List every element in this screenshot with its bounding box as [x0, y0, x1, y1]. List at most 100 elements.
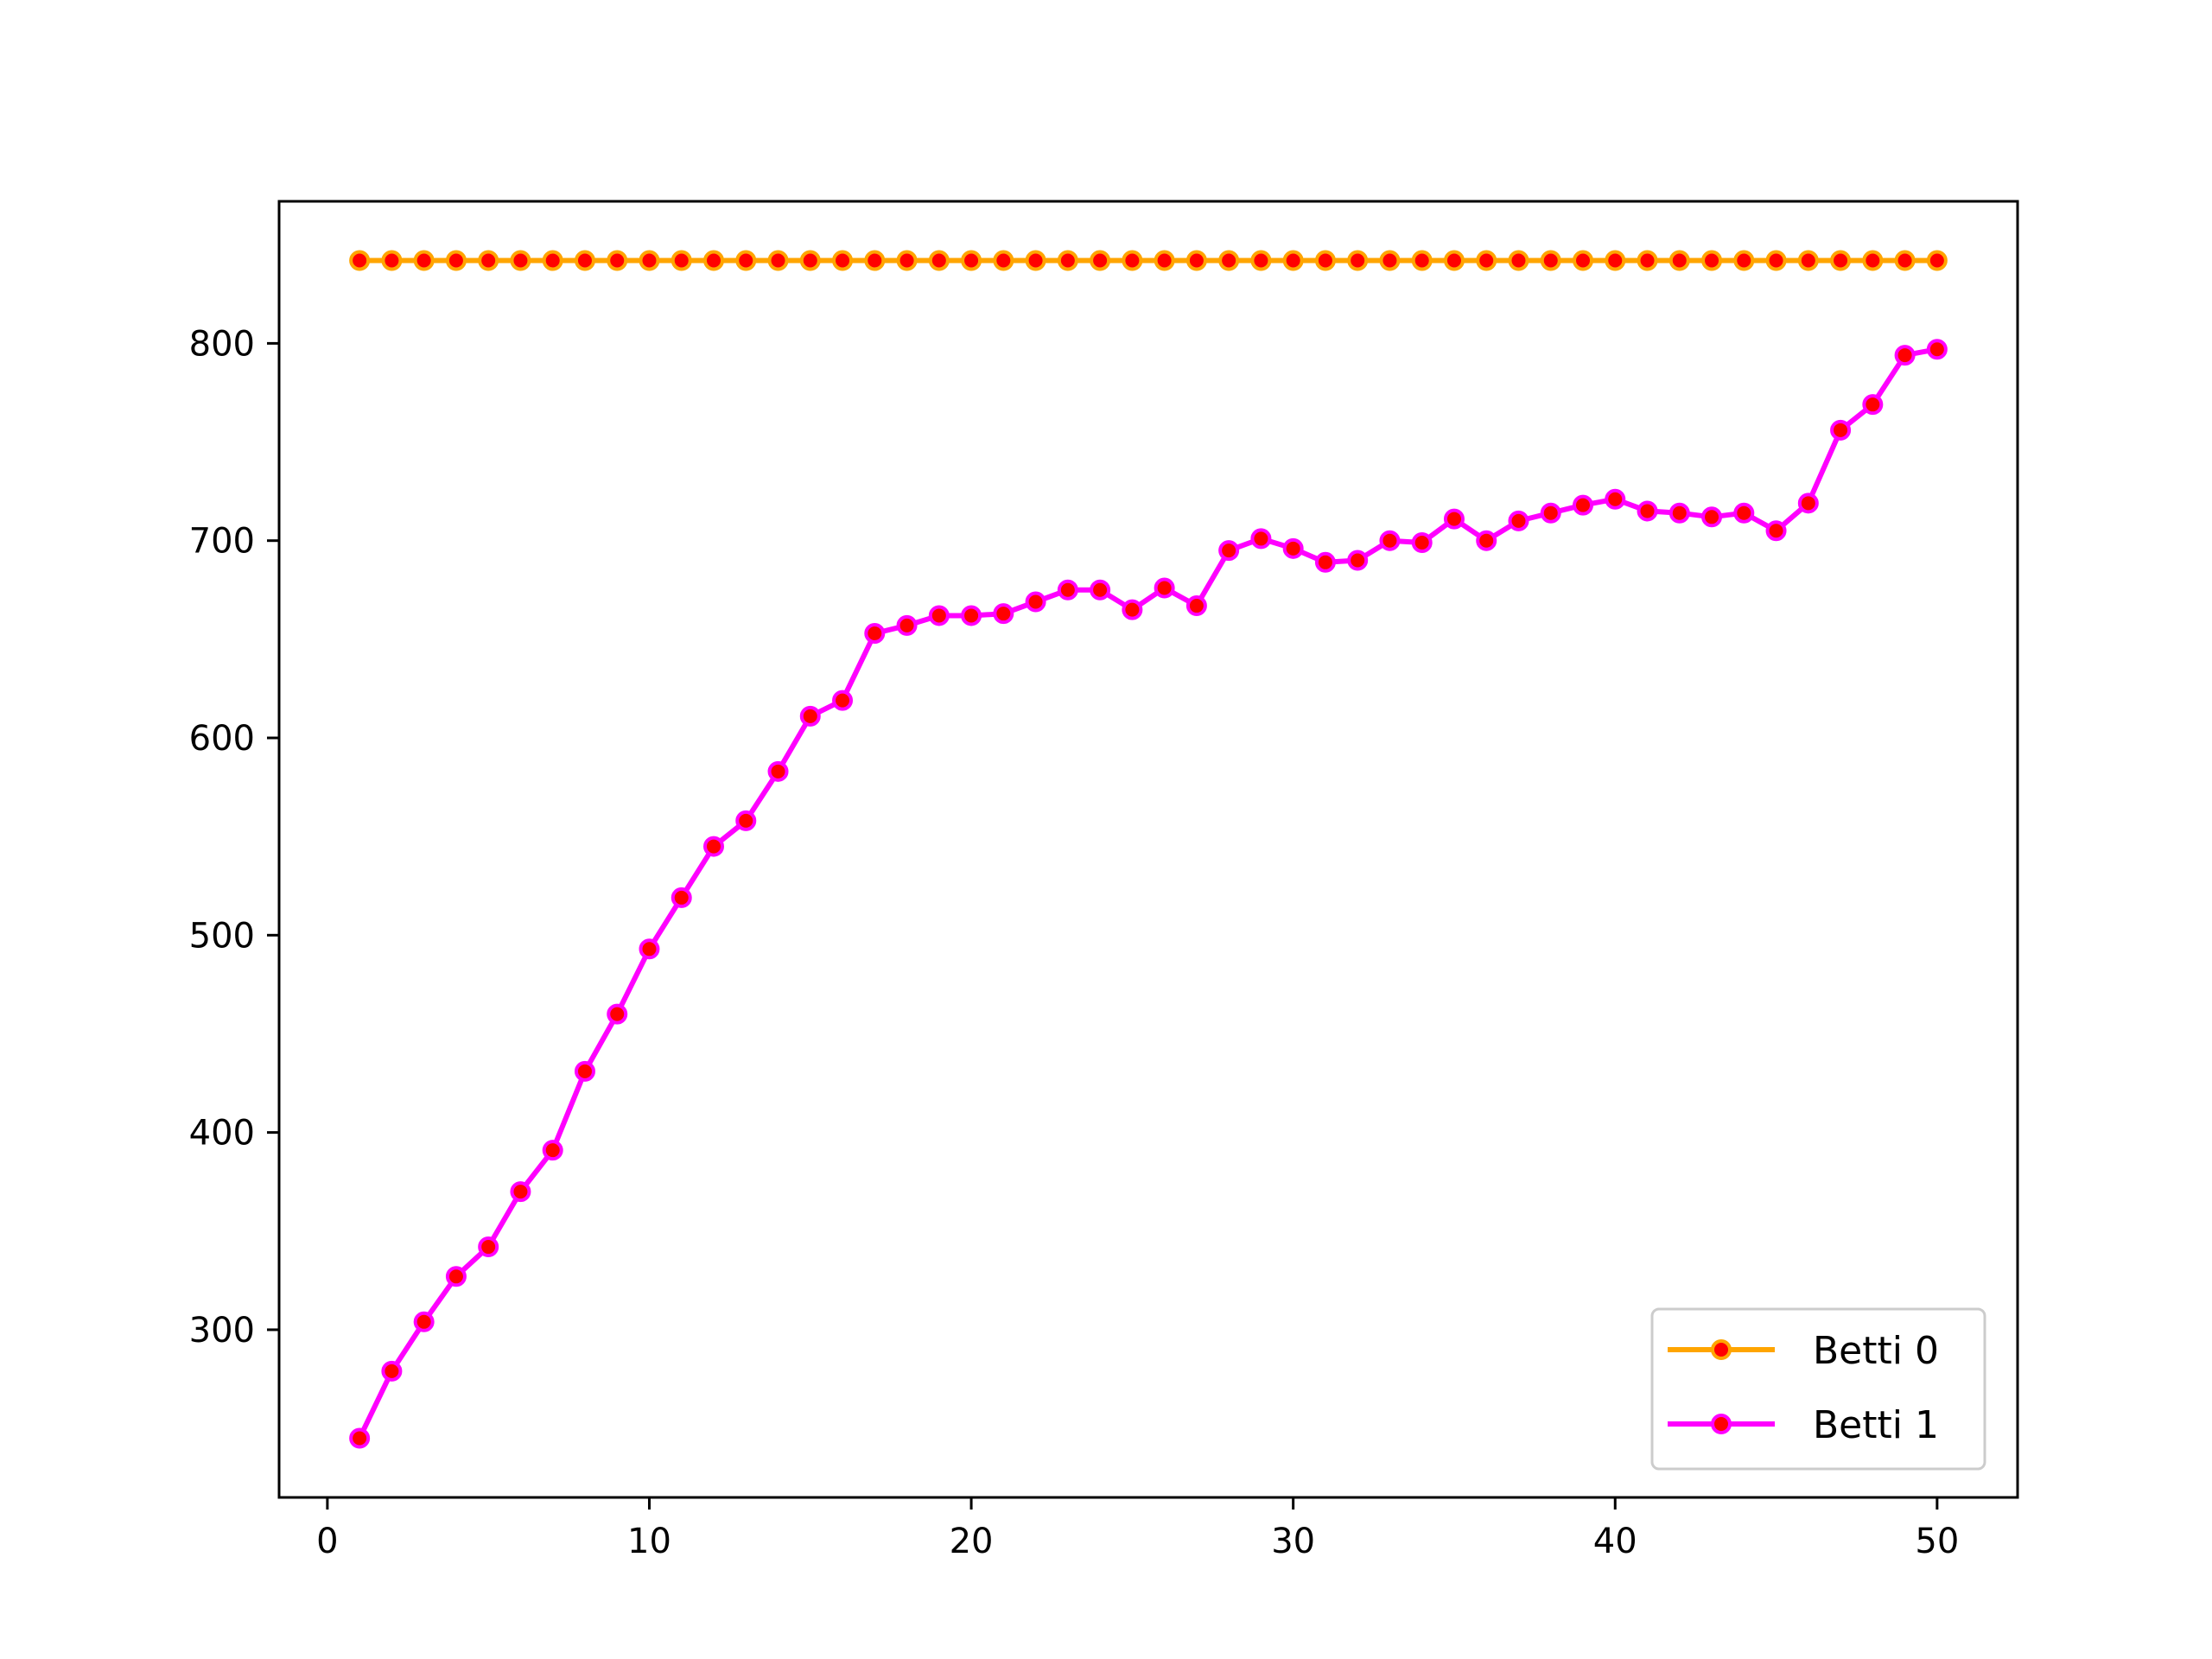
data-point-betti-0 — [1637, 250, 1658, 271]
data-point-betti-0 — [671, 250, 692, 271]
data-point-betti-1 — [671, 887, 692, 908]
data-point-betti-1 — [1765, 520, 1787, 542]
data-point-betti-1 — [832, 690, 854, 711]
data-point-betti-1 — [1540, 502, 1561, 524]
data-point-betti-0 — [832, 250, 854, 271]
data-point-betti-0 — [1701, 250, 1723, 271]
data-point-betti-0 — [510, 250, 531, 271]
data-point-betti-0 — [1443, 250, 1465, 271]
y-tick-label: 800 — [189, 324, 255, 364]
legend-label-betti-1: Betti 1 — [1813, 1403, 1939, 1447]
y-tick-label: 300 — [189, 1311, 255, 1351]
data-point-betti-1 — [1314, 551, 1336, 573]
y-tick-label: 600 — [189, 719, 255, 759]
data-point-betti-1 — [1701, 506, 1723, 528]
data-point-betti-1 — [1090, 579, 1111, 601]
data-point-betti-0 — [1765, 250, 1787, 271]
legend-marker-betti-0 — [1711, 1339, 1732, 1360]
data-point-betti-0 — [1573, 250, 1593, 271]
data-point-betti-1 — [1797, 493, 1819, 514]
data-point-betti-1 — [1379, 530, 1401, 551]
data-point-betti-1 — [864, 623, 886, 644]
x-tick-label: 50 — [1915, 1522, 1959, 1561]
data-point-betti-0 — [1797, 250, 1819, 271]
data-point-betti-0 — [381, 250, 403, 271]
data-point-betti-1 — [1218, 540, 1240, 562]
data-point-betti-1 — [542, 1140, 563, 1161]
data-point-betti-1 — [574, 1060, 595, 1082]
data-point-betti-1 — [1894, 345, 1916, 366]
data-point-betti-1 — [1057, 579, 1078, 601]
data-point-betti-0 — [1379, 250, 1401, 271]
data-point-betti-1 — [478, 1236, 499, 1258]
data-point-betti-0 — [993, 250, 1014, 271]
data-point-betti-1 — [413, 1311, 435, 1332]
data-point-betti-0 — [1862, 250, 1884, 271]
data-point-betti-0 — [1411, 250, 1433, 271]
data-point-betti-1 — [1669, 502, 1690, 524]
data-point-betti-0 — [1057, 250, 1078, 271]
data-point-betti-0 — [1508, 250, 1529, 271]
data-point-betti-1 — [1573, 494, 1593, 516]
x-axis: 0 10 20 30 40 50 — [316, 1497, 1959, 1561]
data-point-betti-1 — [1122, 599, 1143, 620]
data-point-betti-1 — [607, 1003, 628, 1025]
data-point-betti-1 — [896, 614, 918, 636]
y-tick-label: 500 — [189, 916, 255, 956]
data-point-betti-0 — [1926, 250, 1948, 271]
data-point-betti-0 — [928, 250, 950, 271]
x-tick-label: 20 — [950, 1522, 994, 1561]
legend: Betti 0 Betti 1 — [1650, 1307, 1986, 1471]
data-point-betti-0 — [1218, 250, 1240, 271]
data-point-betti-0 — [767, 250, 789, 271]
data-point-betti-0 — [607, 250, 628, 271]
data-point-betti-0 — [1154, 250, 1175, 271]
data-point-betti-1 — [735, 810, 757, 831]
data-point-betti-0 — [413, 250, 435, 271]
data-point-betti-0 — [1347, 250, 1369, 271]
data-point-betti-0 — [1122, 250, 1143, 271]
data-point-betti-0 — [1282, 250, 1304, 271]
data-point-betti-1 — [349, 1427, 371, 1449]
x-tick-label: 40 — [1593, 1522, 1637, 1561]
data-point-betti-1 — [1830, 419, 1852, 441]
series-layer — [349, 250, 1948, 1449]
data-point-betti-1 — [1185, 595, 1207, 617]
data-point-betti-1 — [1476, 530, 1497, 551]
x-tick-label: 0 — [316, 1522, 338, 1561]
data-point-betti-1 — [993, 603, 1014, 625]
data-point-betti-0 — [1476, 250, 1497, 271]
data-point-betti-0 — [639, 250, 660, 271]
data-point-betti-1 — [445, 1266, 467, 1287]
data-point-betti-1 — [1025, 591, 1046, 613]
data-point-betti-0 — [799, 250, 821, 271]
x-tick-label: 30 — [1271, 1522, 1315, 1561]
data-point-betti-1 — [1154, 577, 1175, 599]
data-point-betti-1 — [799, 705, 821, 727]
data-point-betti-0 — [735, 250, 757, 271]
data-point-betti-0 — [1669, 250, 1690, 271]
data-point-betti-0 — [1540, 250, 1561, 271]
y-axis: 300 400 500 600 700 800 — [189, 324, 279, 1351]
data-point-betti-1 — [703, 836, 724, 857]
data-point-betti-1 — [1282, 537, 1304, 559]
y-tick-label: 400 — [189, 1114, 255, 1154]
data-point-betti-1 — [1347, 550, 1369, 571]
data-point-betti-1 — [1926, 339, 1948, 360]
data-point-betti-0 — [1733, 250, 1755, 271]
legend-marker-betti-1 — [1711, 1414, 1732, 1434]
data-point-betti-0 — [961, 250, 982, 271]
data-point-betti-0 — [1314, 250, 1336, 271]
data-point-betti-1 — [1862, 394, 1884, 416]
plot-frame — [277, 200, 2019, 1499]
data-point-betti-0 — [574, 250, 595, 271]
data-point-betti-1 — [1637, 500, 1658, 522]
data-point-betti-0 — [349, 250, 371, 271]
data-point-betti-0 — [1605, 250, 1626, 271]
x-tick-label: 10 — [627, 1522, 671, 1561]
data-point-betti-1 — [639, 938, 660, 960]
data-point-betti-0 — [1025, 250, 1046, 271]
data-point-betti-1 — [961, 605, 982, 626]
data-point-betti-1 — [1508, 510, 1529, 531]
